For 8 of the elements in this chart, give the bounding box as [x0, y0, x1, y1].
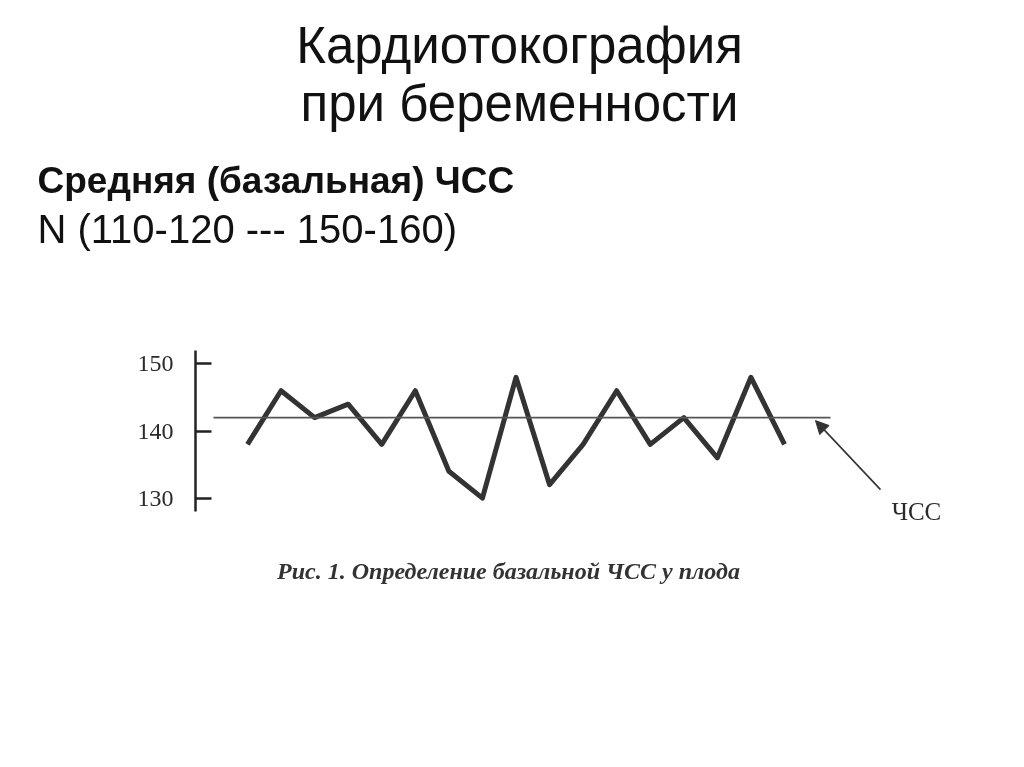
y-tick-label: 140	[137, 417, 174, 444]
ref-line-label: ЧСС	[891, 498, 942, 526]
chart-title: Кардиотокография при беременности	[296, 17, 743, 132]
chart-subtitle: Средняя (базальная) ЧСС	[37, 160, 515, 201]
text: N (110-120 --- 150-160)	[37, 206, 457, 251]
text: Рис. 1. Определение базальной ЧСС у плода	[276, 557, 740, 584]
y-tick-label: 150	[137, 350, 174, 377]
y-tick-label: 130	[137, 484, 174, 511]
